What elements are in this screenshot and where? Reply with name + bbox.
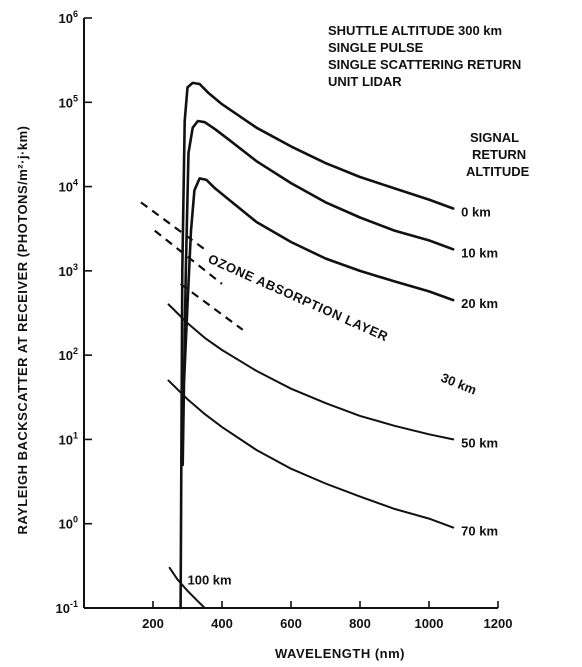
curve-label-20-km: 20 km — [461, 296, 498, 311]
ozone-dash-2 — [154, 229, 223, 285]
x-tick-label-600: 600 — [280, 616, 302, 631]
axes: 200 400 600 800 1000 1200 10-1 100 101 102 103 104 1… — [56, 9, 513, 631]
x-tick-label-1000: 1000 — [415, 616, 444, 631]
y-axis-label: RAYLEIGH BACKSCATTER AT RECEIVER (PHOTON… — [15, 125, 30, 534]
note-line-4: UNIT LIDAR — [328, 74, 402, 89]
curve-label-10-km: 10 km — [461, 245, 498, 260]
ozone-dash-1 — [179, 283, 244, 331]
y-tick-label--1: 10-1 — [56, 599, 78, 616]
y-tick-label-0: 100 — [59, 515, 78, 532]
series-line-10-km — [181, 119, 455, 467]
ozone-dash-3 — [140, 201, 206, 251]
x-tick-label-200: 200 — [142, 616, 164, 631]
x-axis-label: WAVELENGTH (nm) — [275, 646, 405, 661]
curves: 0 km 10 km 20 km 50 km 70 km 100 km — [167, 81, 498, 610]
chart-notes: SHUTTLE ALTITUDE 300 km SINGLE PULSE SIN… — [328, 23, 525, 89]
legend-title-line-3: ALTITUDE — [466, 164, 530, 179]
legend-title-line-1: SIGNAL — [470, 130, 519, 145]
curve-label-0-km: 0 km — [461, 204, 491, 219]
y-tick-label-2: 102 — [59, 346, 78, 363]
series-line-0-km — [179, 81, 455, 610]
y-tick-label-1: 101 — [59, 430, 78, 447]
curve-label-50-km: 50 km — [461, 435, 498, 450]
x-tick-label-1200: 1200 — [484, 616, 513, 631]
series-line-20-km — [182, 177, 455, 382]
x-tick-label-400: 400 — [211, 616, 233, 631]
series-line-100-km — [168, 566, 206, 609]
y-tick-label-5: 105 — [59, 93, 78, 110]
y-tick-label-3: 103 — [59, 262, 78, 279]
legend-title-line-2: RETURN — [472, 147, 526, 162]
x-tick-label-800: 800 — [349, 616, 371, 631]
curve-label-30-km: 30 km — [439, 370, 479, 398]
signal-return-altitude-heading: SIGNAL RETURN ALTITUDE — [466, 130, 530, 179]
note-line-1: SHUTTLE ALTITUDE 300 km — [328, 23, 502, 38]
ozone-layer-dashes — [140, 201, 244, 331]
y-tick-label-6: 106 — [59, 9, 78, 26]
curve-label-70-km: 70 km — [461, 524, 498, 539]
note-line-3: SINGLE SCATTERING RETURN — [328, 57, 521, 72]
series-line-70-km — [167, 379, 455, 529]
curve-label-100-km: 100 km — [188, 573, 232, 588]
y-tick-label-4: 104 — [59, 178, 78, 195]
ozone-absorption-layer-label: OZONE ABSORPTION LAYER — [206, 251, 391, 344]
series-line-50-km — [167, 303, 455, 441]
note-line-2: SINGLE PULSE — [328, 40, 424, 55]
